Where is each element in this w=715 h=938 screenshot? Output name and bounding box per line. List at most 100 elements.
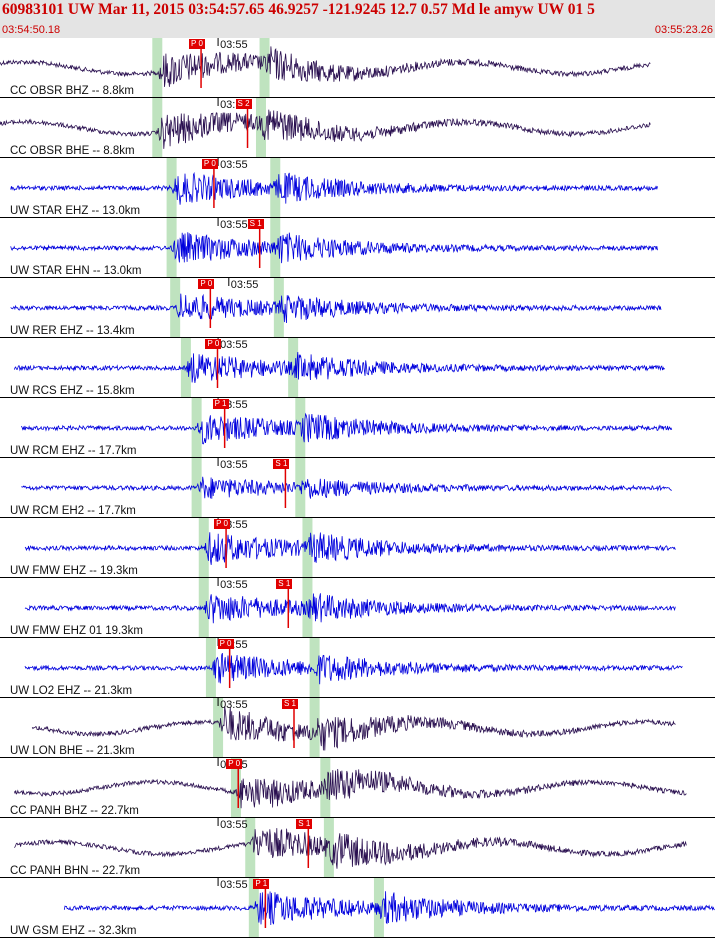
channel-label: UW STAR EHZ -- 13.0km xyxy=(10,205,141,217)
waveform-plot[interactable] xyxy=(0,158,715,218)
channel-label: CC OBSR BHE -- 8.8km xyxy=(10,145,135,157)
seismogram-panel[interactable]: 03:55 S 1 UW LON BHE -- 21.3km xyxy=(0,698,715,758)
channel-label: UW FMW EHZ -- 19.3km xyxy=(10,565,138,577)
waveform-trace xyxy=(24,652,683,685)
waveform-trace xyxy=(31,706,676,751)
waveform-trace xyxy=(13,768,687,809)
time-tick-label: 03:55 xyxy=(220,879,248,891)
phase-pick-flag[interactable]: P 0 xyxy=(198,279,215,289)
channel-label: UW FMW EHZ 01 19.3km xyxy=(10,625,143,637)
p-window-band xyxy=(152,38,163,97)
time-tick-label: 03:55 xyxy=(220,459,248,471)
seismogram-panel[interactable]: 03:55 S 1 CC PANH BHN -- 22.7km xyxy=(0,818,715,878)
waveform-trace xyxy=(63,891,715,926)
channel-label: UW STAR EHN -- 13.0km xyxy=(10,265,142,277)
waveform-trace xyxy=(10,232,658,264)
waveform-plot[interactable] xyxy=(0,818,715,878)
seismogram-panel[interactable]: 03:55P 0CC PANH BHZ -- 22.7km xyxy=(0,758,715,818)
s-window-band xyxy=(323,818,334,877)
waveform-trace xyxy=(10,171,658,205)
waveform-plot[interactable] xyxy=(0,458,715,518)
waveform-plot[interactable] xyxy=(0,38,715,98)
time-tick-label: 03:55 xyxy=(230,279,259,291)
seismogram-panel[interactable]: 03:55 P 0 UW FMW EHZ -- 19.3km xyxy=(0,518,715,578)
channel-label: UW LO2 EHZ -- 21.3km xyxy=(10,685,133,697)
event-header: 60983101 UW Mar 11, 2015 03:54:57.65 46.… xyxy=(0,0,715,38)
phase-pick-flag[interactable]: P 1 xyxy=(212,399,229,409)
p-window-band xyxy=(245,818,256,877)
s-window-band xyxy=(259,38,270,97)
phase-pick-flag[interactable]: P 0 xyxy=(214,519,230,529)
seismogram-panel[interactable]: 03:55 P 1 UW GSM EHZ -- 32.3km xyxy=(0,878,715,938)
channel-label: UW GSM EHZ -- 32.3km xyxy=(10,925,137,937)
phase-pick-flag[interactable]: S 1 xyxy=(276,579,293,589)
s-window-band xyxy=(302,518,313,577)
p-window-band xyxy=(230,758,241,817)
seismogram-panel[interactable]: 03:55 P 0 UW RCS EHZ -- 15.8km xyxy=(0,338,715,398)
p-window-band xyxy=(166,158,177,217)
phase-pick-flag[interactable]: P 0 xyxy=(217,639,234,649)
seismogram-panel[interactable]: 03:55 P 0 UW RER EHZ -- 13.4km xyxy=(0,278,715,338)
channel-label: UW RCM EH2 -- 17.7km xyxy=(10,505,136,517)
p-window-band xyxy=(213,698,224,757)
p-window-band xyxy=(198,578,209,637)
seismogram-panel[interactable]: 03:55 S 1 UW FMW EHZ 01 19.3km xyxy=(0,578,715,638)
channel-label: UW RCS EHZ -- 15.8km xyxy=(10,385,135,397)
channel-label: UW RCM EHZ -- 17.7km xyxy=(10,445,137,457)
seismogram-panel[interactable]: 03:55 P 1 UW RCM EHZ -- 17.7km xyxy=(0,398,715,458)
p-window-band xyxy=(205,638,216,697)
seismogram-panel[interactable]: 03:55 S 1 UW RCM EH2 -- 17.7km xyxy=(0,458,715,518)
time-tick-label: 03:55 xyxy=(220,819,248,831)
phase-pick-flag[interactable]: P 0 xyxy=(201,159,218,169)
p-window-band xyxy=(152,98,163,157)
channel-label: CC PANH BHN -- 22.7km xyxy=(10,865,141,877)
waveform-plot[interactable] xyxy=(0,758,715,818)
seismogram-panel[interactable]: 03:55 P 0 UW LO2 EHZ -- 21.3km xyxy=(0,638,715,698)
phase-pick-flag[interactable]: S 1 xyxy=(282,699,299,709)
s-window-band xyxy=(309,638,320,697)
waveform-trace xyxy=(21,412,673,445)
channel-label: CC PANH BHZ -- 22.7km xyxy=(10,805,139,817)
phase-pick-flag[interactable]: S 1 xyxy=(273,459,290,469)
window-start-time: 03:54:50.18 xyxy=(2,24,61,36)
waveform-trace xyxy=(24,532,676,565)
seismogram-panel-list[interactable]: 03:55 P 0 CC OBSR BHZ -- 8.8km 03:55 S 2 CC O… xyxy=(0,38,715,938)
phase-pick-flag[interactable]: S 2 xyxy=(235,99,252,109)
s-window-band xyxy=(288,338,299,397)
time-tick-label: 03:55 xyxy=(220,699,248,711)
waveform-trace xyxy=(10,293,662,324)
waveform-trace xyxy=(24,593,676,624)
phase-pick-flag[interactable]: P 1 xyxy=(253,879,270,889)
waveform-trace xyxy=(0,109,651,149)
waveform-plot[interactable] xyxy=(0,578,715,638)
waveform-trace xyxy=(14,828,687,869)
phase-pick-flag[interactable]: P 0 xyxy=(226,759,243,769)
waveform-plot[interactable] xyxy=(0,878,715,938)
time-tick-label: 03:55 xyxy=(220,219,248,231)
seismogram-panel[interactable]: 03:55 S 1 UW STAR EHN -- 13.0km xyxy=(0,218,715,278)
waveform-plot[interactable] xyxy=(0,218,715,278)
seismogram-panel[interactable]: 03:55 P 0 UW STAR EHZ -- 13.0km xyxy=(0,158,715,218)
waveform-trace xyxy=(21,476,672,499)
s-window-band xyxy=(309,698,320,757)
event-title: 60983101 UW Mar 11, 2015 03:54:57.65 46.… xyxy=(2,1,595,18)
time-tick-label: 03:55 xyxy=(220,339,248,351)
seismogram-panel[interactable]: 03:55 P 0 CC OBSR BHZ -- 8.8km xyxy=(0,38,715,98)
waveform-plot[interactable] xyxy=(0,98,715,158)
s-window-band xyxy=(295,398,306,457)
p-window-band xyxy=(191,458,202,517)
phase-pick-flag[interactable]: P 0 xyxy=(189,39,205,49)
window-end-time: 03:55:23.26 xyxy=(654,24,713,36)
channel-label: UW RER EHZ -- 13.4km xyxy=(10,325,135,337)
waveform-trace xyxy=(13,351,665,383)
waveform-plot[interactable] xyxy=(0,698,715,758)
p-window-band xyxy=(170,278,181,337)
channel-label: CC OBSR BHZ -- 8.8km xyxy=(10,85,134,97)
waveform-plot[interactable] xyxy=(0,278,715,338)
phase-pick-flag[interactable]: S 1 xyxy=(247,219,264,229)
phase-pick-flag[interactable]: P 0 xyxy=(205,339,222,349)
phase-pick-flag[interactable]: S 1 xyxy=(296,819,313,829)
waveform-trace xyxy=(0,46,651,87)
seismogram-panel[interactable]: 03:55 S 2 CC OBSR BHE -- 8.8km xyxy=(0,98,715,158)
time-tick-label: 03:55 xyxy=(220,159,248,171)
